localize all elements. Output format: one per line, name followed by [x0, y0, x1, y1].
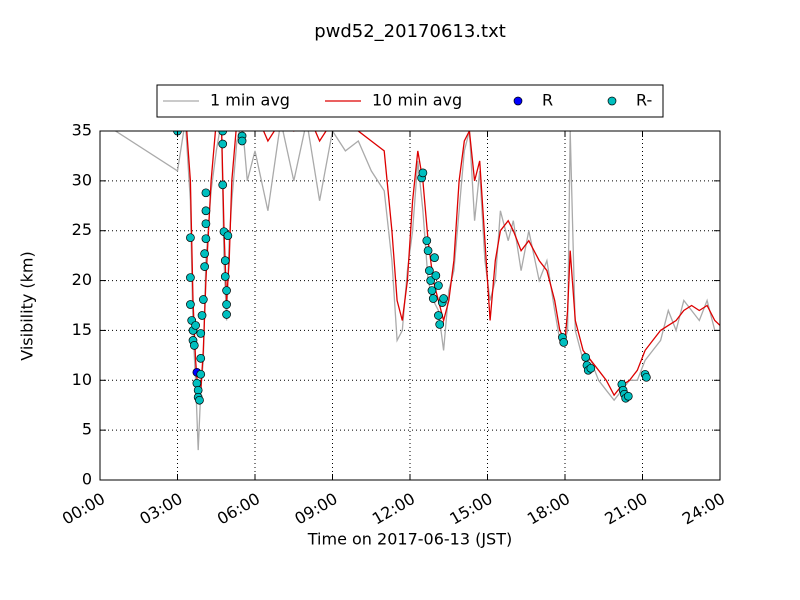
chart-title: pwd52_20170613.txt	[314, 21, 506, 42]
data-point	[418, 168, 428, 178]
data-point	[222, 310, 231, 319]
data-point	[623, 391, 633, 401]
legend-marker	[607, 96, 617, 106]
data-point	[223, 231, 233, 241]
y-tick-label: 5	[82, 420, 92, 439]
data-point	[237, 136, 247, 146]
data-point	[186, 233, 195, 243]
y-tick-label: 10	[72, 370, 92, 389]
data-point	[201, 234, 211, 244]
legend-label: R	[542, 91, 553, 110]
data-point	[435, 320, 445, 329]
data-point	[201, 219, 211, 229]
data-point	[191, 321, 200, 330]
data-point	[200, 249, 209, 258]
y-tick-label: 15	[72, 320, 92, 339]
data-point	[197, 311, 207, 320]
data-point	[220, 256, 230, 265]
data-point	[434, 311, 443, 320]
data-point	[586, 363, 596, 373]
y-tick-label: 25	[72, 220, 92, 239]
data-point	[222, 286, 231, 295]
legend-label: R-	[636, 91, 652, 110]
data-point	[195, 395, 204, 405]
data-point	[430, 253, 439, 262]
data-point	[218, 180, 228, 190]
data-point	[196, 369, 206, 379]
data-point	[218, 139, 228, 149]
y-axis-label: Visibility (km)	[18, 251, 37, 360]
data-point	[642, 372, 651, 382]
data-point	[189, 341, 199, 350]
data-point	[196, 329, 206, 338]
data-point	[186, 300, 195, 309]
data-point	[192, 378, 202, 388]
data-point	[425, 266, 434, 275]
legend-label: 10 min avg	[372, 91, 462, 110]
data-point	[201, 188, 211, 198]
data-point	[201, 206, 211, 216]
legend-marker	[513, 96, 523, 106]
legend-label: 1 min avg	[210, 91, 290, 110]
y-tick-label: 30	[72, 170, 92, 189]
legend-box	[156, 84, 664, 118]
data-point	[434, 281, 443, 290]
data-point	[439, 294, 448, 303]
data-point	[581, 353, 591, 362]
y-tick-label: 35	[72, 121, 92, 140]
x-axis-label: Time on 2017-06-13 (JST)	[307, 530, 512, 549]
y-tick-label: 0	[82, 470, 92, 489]
data-point	[186, 273, 195, 282]
data-point	[559, 338, 569, 347]
data-point	[222, 300, 231, 309]
data-point	[426, 276, 436, 285]
data-point	[200, 262, 209, 271]
y-tick-label: 20	[72, 270, 92, 289]
data-point	[423, 246, 433, 256]
data-point	[196, 353, 206, 363]
data-point	[431, 271, 441, 280]
data-point	[198, 295, 208, 304]
data-point	[422, 236, 432, 246]
data-point	[220, 272, 230, 281]
data-point	[218, 131, 228, 136]
legend: 1 min avg 10 min avg R R-	[156, 84, 664, 118]
data-point	[428, 294, 438, 303]
